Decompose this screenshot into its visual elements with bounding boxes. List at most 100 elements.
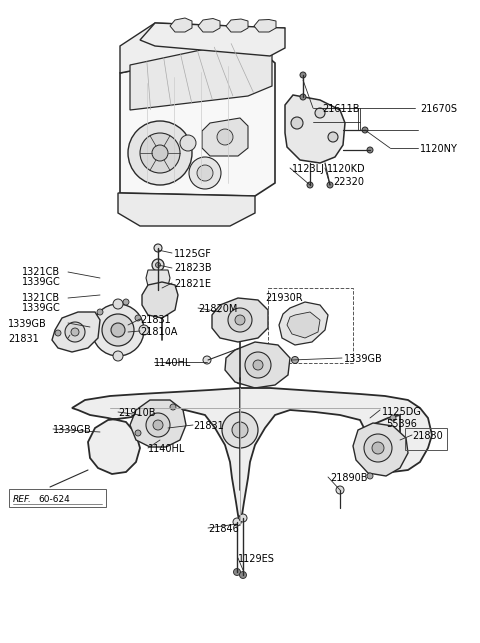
Polygon shape	[140, 23, 285, 56]
Circle shape	[113, 351, 123, 361]
Circle shape	[240, 572, 247, 579]
Circle shape	[236, 376, 244, 384]
Text: 1339GB: 1339GB	[344, 354, 383, 364]
Text: 21820M: 21820M	[198, 304, 238, 314]
Text: 1321CB: 1321CB	[22, 293, 60, 303]
Text: 1339GC: 1339GC	[22, 277, 61, 287]
Circle shape	[203, 356, 211, 364]
Polygon shape	[130, 400, 186, 447]
Circle shape	[253, 360, 263, 370]
Circle shape	[153, 420, 163, 430]
Polygon shape	[120, 46, 275, 196]
Text: 1321CB: 1321CB	[22, 267, 60, 277]
Text: 1339GB: 1339GB	[53, 425, 92, 435]
Text: 21890B: 21890B	[330, 473, 368, 483]
Text: 1140HL: 1140HL	[154, 358, 192, 368]
Circle shape	[367, 147, 373, 153]
Text: 1339GC: 1339GC	[22, 303, 61, 313]
Text: 21831: 21831	[8, 334, 39, 344]
Circle shape	[87, 325, 97, 335]
Text: 1125GF: 1125GF	[174, 249, 212, 259]
Circle shape	[239, 514, 247, 522]
Circle shape	[92, 304, 144, 356]
Circle shape	[222, 412, 258, 448]
Circle shape	[135, 430, 141, 436]
Polygon shape	[120, 23, 285, 73]
Text: 1123LJ: 1123LJ	[292, 164, 325, 174]
Circle shape	[180, 135, 196, 151]
Circle shape	[336, 486, 344, 494]
Text: 22320: 22320	[333, 177, 364, 187]
Circle shape	[113, 299, 123, 309]
Polygon shape	[72, 388, 432, 525]
Circle shape	[102, 314, 134, 346]
Circle shape	[156, 262, 160, 267]
Circle shape	[123, 299, 129, 305]
Polygon shape	[198, 19, 220, 32]
Polygon shape	[279, 302, 328, 345]
Circle shape	[170, 404, 176, 410]
Circle shape	[152, 259, 164, 271]
Text: 1125DG: 1125DG	[382, 407, 422, 417]
Polygon shape	[287, 312, 320, 338]
Polygon shape	[212, 298, 268, 342]
Circle shape	[362, 127, 368, 133]
Text: 21830: 21830	[412, 431, 443, 441]
Circle shape	[97, 309, 103, 315]
Circle shape	[154, 244, 162, 252]
Text: 55396: 55396	[386, 419, 417, 429]
Text: 1120NY: 1120NY	[420, 144, 458, 154]
Polygon shape	[285, 95, 345, 163]
Circle shape	[235, 315, 245, 325]
Circle shape	[291, 356, 299, 363]
Text: 1140HL: 1140HL	[148, 444, 185, 454]
Bar	[405, 428, 447, 450]
Polygon shape	[146, 270, 170, 286]
Polygon shape	[142, 282, 178, 318]
Bar	[268, 288, 353, 363]
FancyBboxPatch shape	[9, 489, 106, 507]
Polygon shape	[170, 18, 192, 32]
Text: REF.: REF.	[13, 494, 32, 503]
Polygon shape	[202, 118, 248, 156]
Circle shape	[315, 108, 325, 118]
Circle shape	[307, 182, 313, 188]
Circle shape	[65, 322, 85, 342]
Text: 1120KD: 1120KD	[327, 164, 366, 174]
Text: 1339GB: 1339GB	[8, 319, 47, 329]
Polygon shape	[52, 312, 100, 352]
Circle shape	[233, 568, 240, 575]
Text: 21831: 21831	[193, 421, 224, 431]
Polygon shape	[226, 19, 248, 32]
Circle shape	[328, 132, 338, 142]
Circle shape	[146, 413, 170, 437]
Circle shape	[139, 325, 149, 335]
Text: 21810A: 21810A	[140, 327, 178, 337]
Text: 60-624: 60-624	[38, 494, 70, 503]
Circle shape	[135, 315, 141, 321]
Text: 21930R: 21930R	[265, 293, 302, 303]
Circle shape	[228, 308, 252, 332]
Circle shape	[300, 72, 306, 78]
Circle shape	[233, 518, 241, 526]
Polygon shape	[130, 40, 272, 110]
Circle shape	[217, 129, 233, 145]
Text: 1129ES: 1129ES	[238, 554, 275, 564]
Text: 21910B: 21910B	[118, 408, 156, 418]
Text: 21846: 21846	[208, 524, 239, 534]
Circle shape	[71, 328, 79, 336]
Polygon shape	[353, 423, 408, 476]
Text: 21670S: 21670S	[420, 104, 457, 114]
Text: 21831: 21831	[140, 315, 171, 325]
Polygon shape	[118, 193, 255, 226]
Circle shape	[140, 133, 180, 173]
Circle shape	[291, 117, 303, 129]
Circle shape	[55, 330, 61, 336]
Text: 21823B: 21823B	[174, 263, 212, 273]
Circle shape	[152, 145, 168, 161]
Circle shape	[128, 121, 192, 185]
Circle shape	[245, 352, 271, 378]
Circle shape	[197, 165, 213, 181]
Polygon shape	[225, 342, 290, 388]
Circle shape	[364, 434, 392, 462]
